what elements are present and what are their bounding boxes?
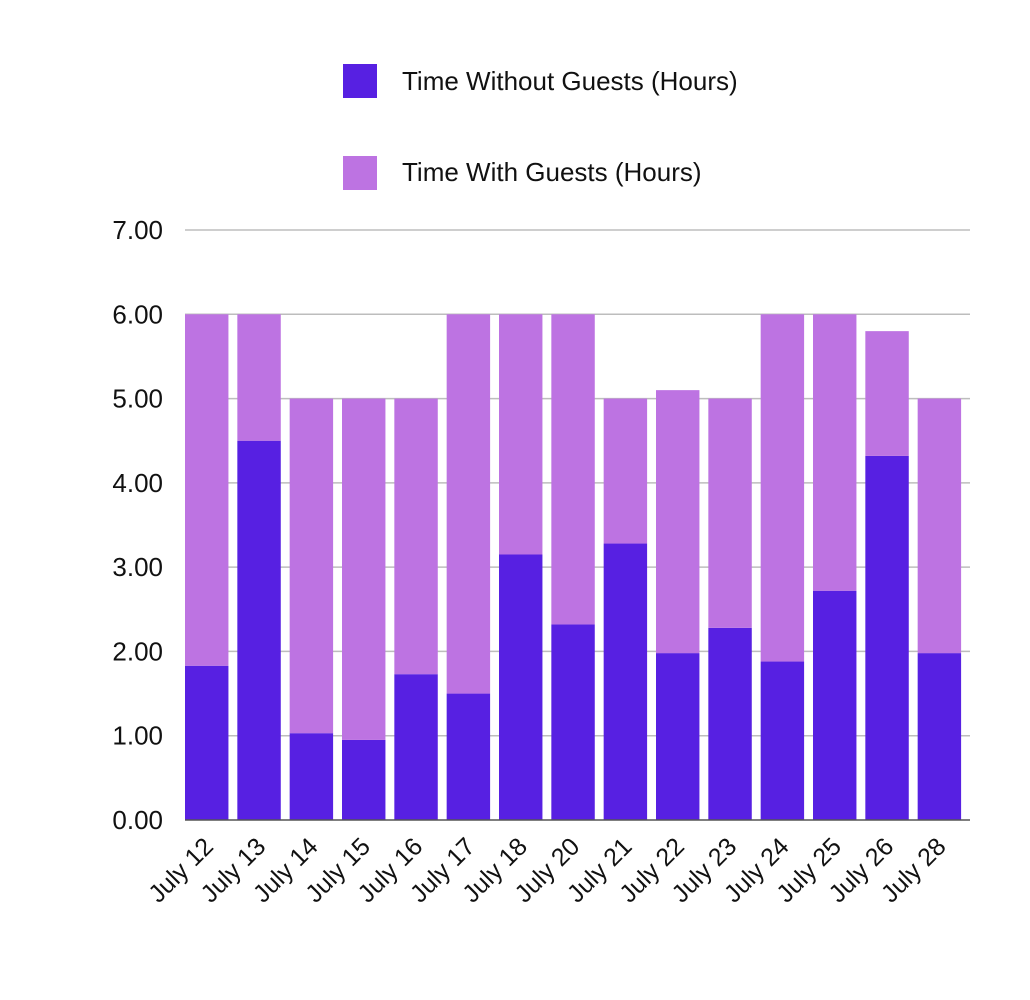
bar-with-guests bbox=[394, 398, 438, 675]
bar-with-guests bbox=[708, 398, 752, 628]
bar-without-guests bbox=[708, 627, 752, 820]
y-tick-label: 5.00 bbox=[112, 384, 163, 414]
bar-without-guests bbox=[499, 554, 543, 820]
legend-swatch-without-guests bbox=[343, 64, 377, 98]
y-tick-label: 6.00 bbox=[112, 299, 163, 329]
bar-without-guests bbox=[551, 624, 595, 820]
y-tick-label: 7.00 bbox=[112, 215, 163, 245]
bar-without-guests bbox=[656, 653, 700, 820]
bar-without-guests bbox=[603, 543, 648, 820]
bar-without-guests bbox=[446, 693, 491, 820]
bar-without-guests bbox=[813, 590, 857, 820]
bar-without-guests bbox=[394, 674, 438, 820]
y-axis-tick-labels: 0.00 1.00 2.00 3.00 4.00 5.00 6.00 7.00 bbox=[112, 215, 163, 835]
bar-with-guests bbox=[185, 314, 229, 666]
bar-with-guests bbox=[237, 314, 281, 441]
y-tick-label: 0.00 bbox=[112, 805, 163, 835]
legend-label-without-guests: Time Without Guests (Hours) bbox=[402, 66, 738, 96]
bar-without-guests bbox=[342, 739, 386, 820]
bar-with-guests bbox=[551, 314, 595, 625]
bar-without-guests bbox=[865, 455, 909, 820]
y-tick-label: 1.00 bbox=[112, 721, 163, 751]
bar-without-guests bbox=[185, 665, 229, 820]
legend: Time Without Guests (Hours) Time With Gu… bbox=[343, 64, 738, 190]
y-tick-label: 3.00 bbox=[112, 552, 163, 582]
bar-with-guests bbox=[813, 314, 857, 591]
bar-with-guests bbox=[656, 390, 700, 654]
bar-without-guests bbox=[289, 733, 334, 820]
bar-with-guests bbox=[342, 398, 386, 740]
y-tick-label: 2.00 bbox=[112, 636, 163, 666]
bar-with-guests bbox=[760, 314, 805, 662]
bar-with-guests bbox=[289, 398, 334, 734]
bar-with-guests bbox=[917, 398, 962, 654]
bar-with-guests bbox=[603, 398, 648, 544]
bar-without-guests bbox=[237, 440, 281, 820]
bar-without-guests bbox=[917, 653, 962, 820]
legend-label-with-guests: Time With Guests (Hours) bbox=[402, 157, 702, 187]
bar-with-guests bbox=[446, 314, 491, 694]
bar-with-guests bbox=[499, 314, 543, 555]
y-tick-label: 4.00 bbox=[112, 468, 163, 498]
bars bbox=[185, 314, 962, 820]
bar-with-guests bbox=[865, 331, 909, 456]
bar-without-guests bbox=[760, 661, 805, 820]
legend-swatch-with-guests bbox=[343, 156, 377, 190]
